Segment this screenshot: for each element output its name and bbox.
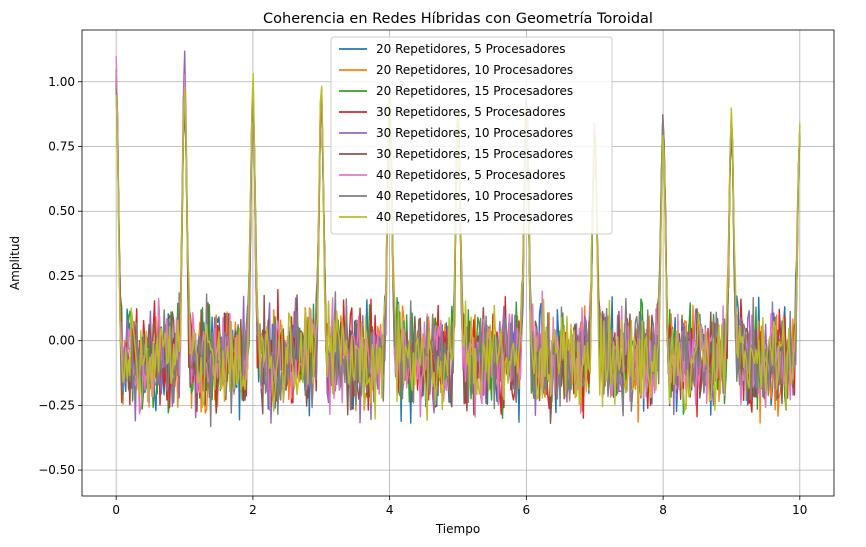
x-tick-label: 8 <box>659 503 667 517</box>
x-tick-label: 0 <box>112 503 120 517</box>
legend-label: 40 Repetidores, 5 Procesadores <box>376 168 566 182</box>
x-axis-label: Tiempo <box>435 522 480 536</box>
y-tick-label: 0.50 <box>48 204 75 218</box>
y-tick-label: 1.00 <box>48 75 75 89</box>
legend-label: 40 Repetidores, 15 Procesadores <box>376 210 573 224</box>
legend-label: 30 Repetidores, 5 Procesadores <box>376 105 566 119</box>
legend-label: 30 Repetidores, 15 Procesadores <box>376 147 573 161</box>
y-axis-label: Amplitud <box>8 236 22 290</box>
legend-label: 30 Repetidores, 10 Procesadores <box>376 126 573 140</box>
y-tick-label: −0.50 <box>38 463 75 477</box>
legend-label: 20 Repetidores, 15 Procesadores <box>376 84 573 98</box>
x-tick-label: 2 <box>249 503 257 517</box>
x-tick-label: 6 <box>523 503 531 517</box>
legend: 20 Repetidores, 5 Procesadores 20 Repetid… <box>330 36 613 235</box>
chart-title: Coherencia en Redes Híbridas con Geometr… <box>263 11 653 27</box>
legend-label: 40 Repetidores, 10 Procesadores <box>376 189 573 203</box>
y-tick-label: 0.75 <box>48 140 75 154</box>
legend-label: 20 Repetidores, 5 Procesadores <box>376 42 566 56</box>
ticks: 0 2 4 6 8 10 −0.50 −0.25 0.00 0.25 0.50 0.75 1.00 <box>38 75 807 517</box>
legend-box <box>330 36 613 235</box>
x-tick-label: 10 <box>792 503 807 517</box>
y-tick-label: 0.00 <box>48 334 75 348</box>
x-tick-label: 4 <box>386 503 394 517</box>
plot-frame <box>81 29 835 497</box>
y-tick-label: 0.25 <box>48 269 75 283</box>
legend-label: 20 Repetidores, 10 Procesadores <box>376 63 573 77</box>
y-tick-label: −0.25 <box>38 398 75 412</box>
